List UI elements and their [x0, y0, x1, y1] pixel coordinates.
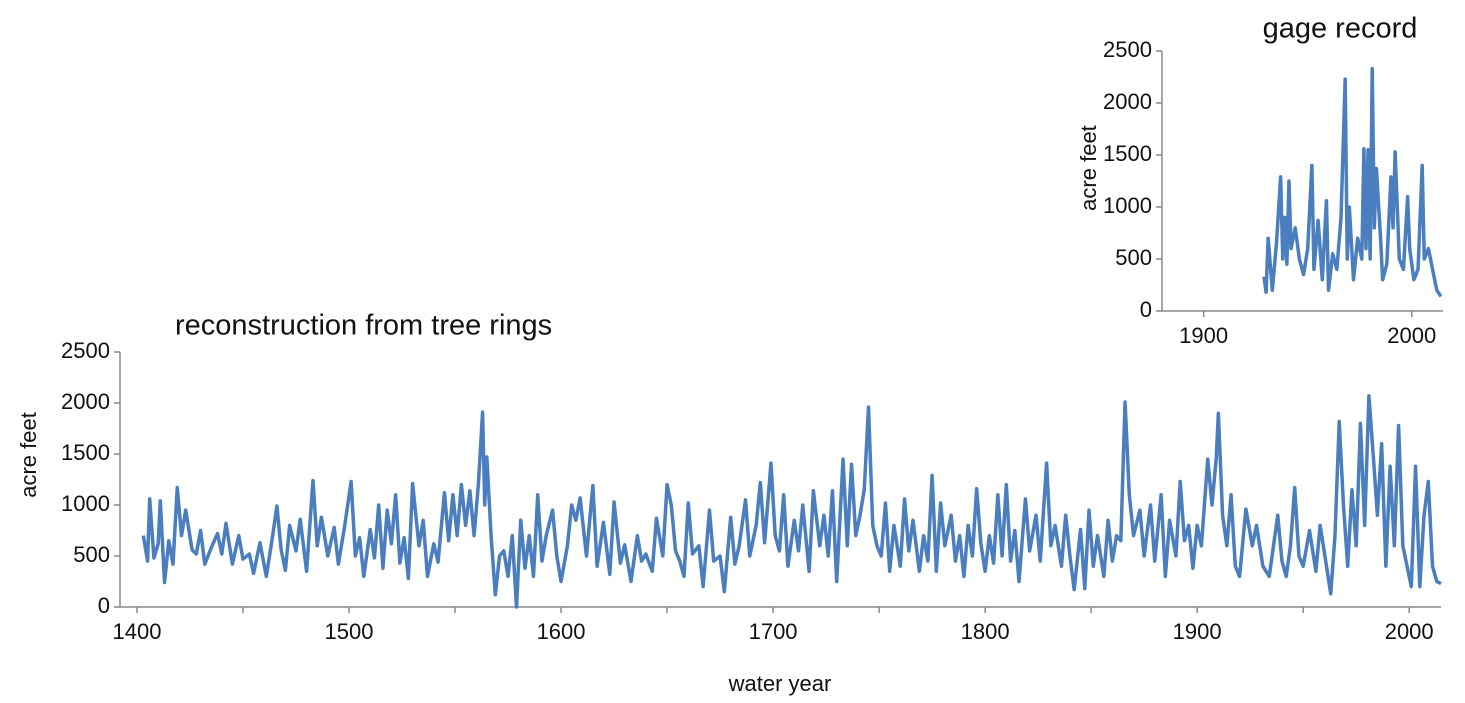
chart-title: reconstruction from tree rings [175, 310, 552, 342]
x-tick-label: 1900 [1179, 323, 1228, 348]
data-line [1262, 66, 1443, 298]
y-tick-label: 2000 [61, 389, 110, 414]
x-tick-label: 1800 [961, 619, 1010, 644]
y-tick-label: 1000 [1103, 193, 1152, 218]
y-axis-label: acre feet [1076, 125, 1101, 211]
x-tick-label: 2000 [1385, 619, 1434, 644]
x-tick-label: 1600 [537, 619, 586, 644]
x-tick-label: 1900 [1173, 619, 1222, 644]
y-tick-label: 0 [1140, 297, 1152, 322]
y-tick-label: 500 [1115, 245, 1152, 270]
x-tick-label: 1700 [749, 619, 798, 644]
x-tick-label: 2000 [1387, 323, 1436, 348]
y-tick-label: 500 [73, 542, 110, 567]
x-axis-label: water year [728, 671, 832, 696]
y-tick-label: 2500 [61, 338, 110, 363]
chart-title: gage record [1263, 13, 1418, 45]
y-tick-label: 1000 [61, 491, 110, 516]
x-tick-label: 1400 [112, 619, 161, 644]
y-tick-label: 2000 [1103, 89, 1152, 114]
y-tick-label: 2500 [1103, 37, 1152, 62]
x-tick-label: 1500 [325, 619, 374, 644]
data-line [141, 394, 1442, 609]
y-axis-label: acre feet [16, 412, 41, 498]
y-tick-label: 0 [98, 593, 110, 618]
y-tick-label: 1500 [61, 440, 110, 465]
y-tick-label: 1500 [1103, 141, 1152, 166]
